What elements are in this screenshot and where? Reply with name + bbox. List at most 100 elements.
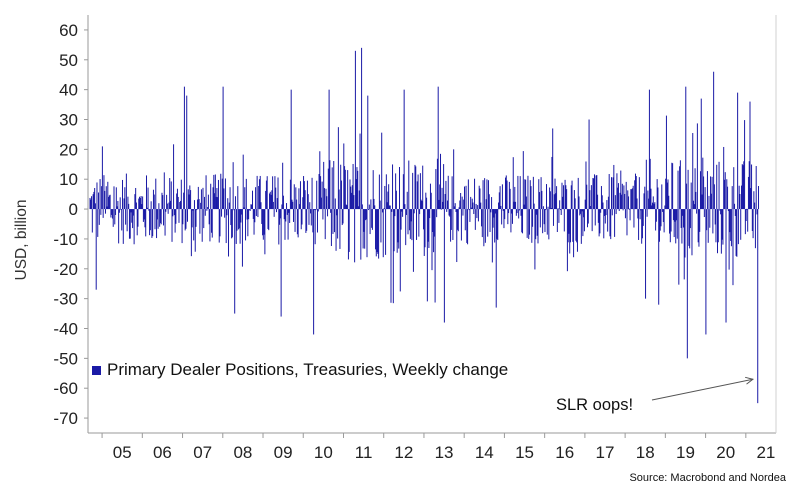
bar [624,193,626,210]
bar [159,209,161,224]
bar [302,197,304,210]
bar [697,209,699,243]
bar [521,209,523,233]
bar [618,209,620,212]
bar [186,95,188,210]
bar [254,209,256,223]
bar [639,209,641,220]
bar [730,209,732,247]
bar [445,180,447,210]
bar [420,199,422,210]
bar [278,209,280,245]
x-tick-label: 08 [233,443,252,462]
bar [705,209,707,335]
bar [450,209,452,230]
bar [699,209,701,232]
bar [487,209,489,237]
bar [473,209,475,215]
bar [235,209,237,244]
bar [622,209,624,211]
bar [344,166,346,210]
bar [647,190,649,210]
bar [141,204,143,210]
bar [535,209,537,215]
bar [382,209,384,258]
bar [563,209,565,232]
bar [586,184,588,210]
bar [175,209,177,224]
bar [444,193,446,210]
bar [631,189,633,210]
bar [396,209,398,253]
bar [538,179,540,210]
bar [327,209,329,217]
bar [655,209,657,231]
bar [451,176,453,210]
bar [390,209,392,303]
x-tick-label: 11 [355,443,373,462]
bar [290,89,292,210]
bar [407,209,409,235]
bar [200,202,202,210]
bar [736,209,738,257]
bar [546,209,548,235]
bar [674,209,676,222]
bar [651,205,653,210]
bar [678,209,680,285]
bar [575,209,577,241]
bar [532,176,534,210]
y-tick-label: 20 [59,140,78,159]
bar [115,209,117,215]
x-tick-label: 21 [756,443,775,462]
bar [267,209,269,229]
bar [179,202,181,210]
bar [648,89,650,210]
bar [392,164,394,210]
bar [279,209,281,219]
bar [128,203,130,210]
bar [308,209,310,225]
bar [125,173,127,210]
bar [732,209,734,286]
bar [324,209,326,240]
bar [463,186,465,210]
bar [368,209,370,211]
bar [101,146,103,210]
bar [528,209,530,240]
bar [449,209,451,217]
bar [675,209,677,221]
bar [251,204,253,210]
bar [214,174,216,210]
bar [333,161,335,210]
y-tick-label: 50 [59,51,78,70]
bar [413,209,415,214]
bar [156,209,158,220]
x-tick-label: 07 [193,443,212,462]
bar [282,162,284,210]
bar [507,209,509,225]
bar [251,190,253,210]
bar [172,209,174,217]
bar [595,175,597,210]
bar [137,209,139,227]
bar [718,161,720,210]
bar [363,209,365,232]
bar [587,209,589,228]
bar [135,187,137,210]
bar [323,188,325,210]
bar [377,209,379,254]
bar [255,187,257,210]
y-tick-label: -50 [53,349,78,368]
bar [371,209,373,230]
bar [317,209,319,212]
bar [150,201,152,210]
x-tick-label: 18 [636,443,655,462]
bar [685,86,687,210]
bar [690,182,692,210]
bar [91,196,93,210]
bar [442,201,444,210]
bar [752,209,754,239]
x-tick-label: 09 [274,443,293,462]
bar [436,209,438,218]
bar [740,185,742,210]
